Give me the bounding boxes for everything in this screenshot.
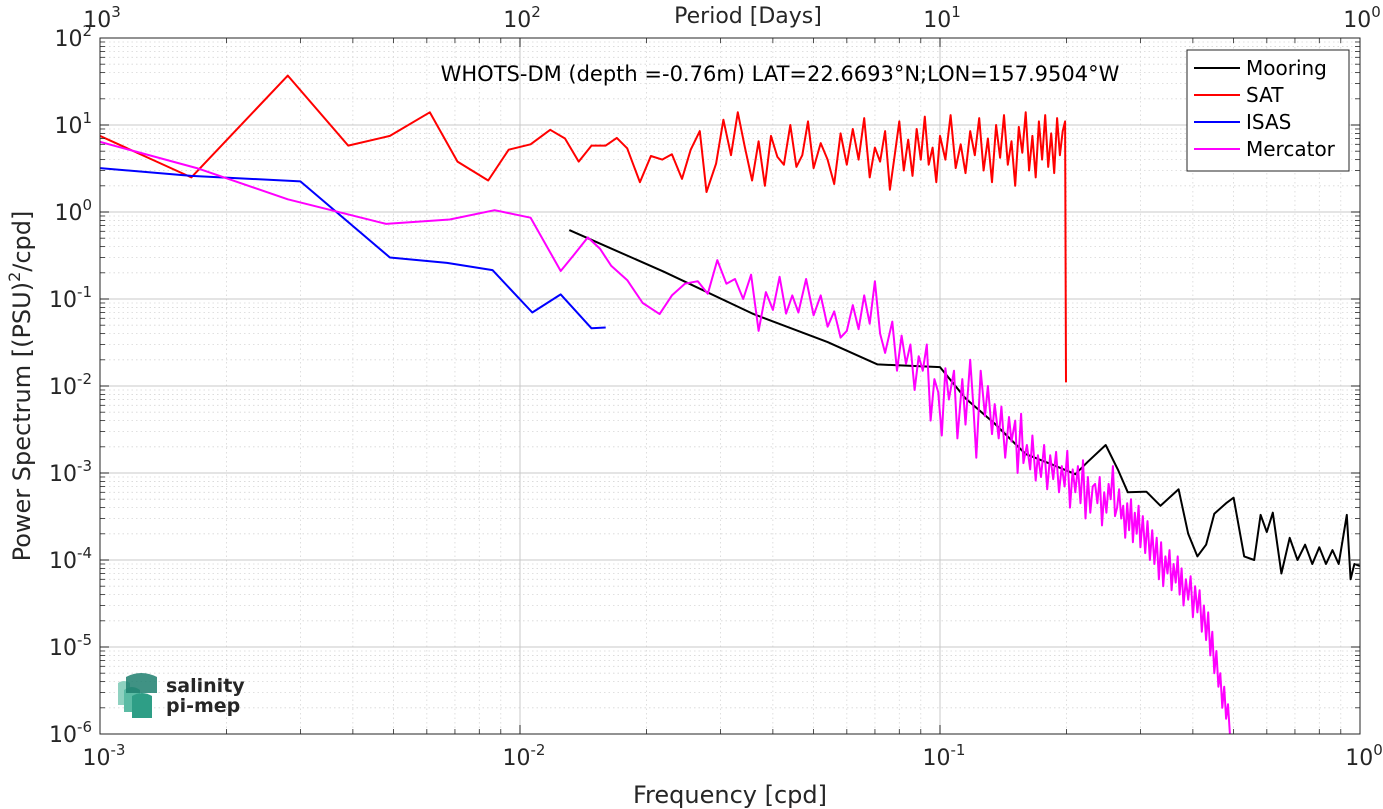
series-line-sat bbox=[100, 74, 1067, 383]
chart-annotation: WHOTS-DM (depth =-0.76m) LAT=22.6693°N;L… bbox=[441, 62, 1120, 86]
y-axis-title-tail: /cpd] bbox=[8, 211, 36, 272]
legend-label-mooring: Mooring bbox=[1246, 56, 1327, 80]
top-axis-title: Period [Days] bbox=[674, 4, 822, 29]
y-tick-label: 10-2 bbox=[49, 370, 92, 400]
y-tick-label: 101 bbox=[54, 109, 92, 139]
y-tick-label: 10-3 bbox=[49, 457, 92, 487]
top-tick-label: 101 bbox=[923, 3, 961, 33]
legend-label-mercator: Mercator bbox=[1246, 137, 1336, 161]
logo-text-line2: pi-mep bbox=[166, 695, 240, 717]
y-tick-label: 10-6 bbox=[49, 718, 92, 748]
x-axis-title: Frequency [cpd] bbox=[633, 781, 827, 809]
series-line-isas bbox=[100, 167, 606, 330]
y-tick-label: 102 bbox=[54, 22, 92, 52]
series-layer bbox=[100, 74, 1360, 734]
legend-label-isas: ISAS bbox=[1246, 110, 1291, 134]
logo-text-line1: salinity bbox=[166, 675, 245, 697]
y-tick-label: 10-4 bbox=[49, 544, 92, 574]
series-line-mercator bbox=[100, 140, 1231, 734]
legend: Mooring SAT ISAS Mercator bbox=[1186, 49, 1350, 172]
legend-label-sat: SAT bbox=[1246, 83, 1284, 107]
y-axis-title-exp: 2 bbox=[5, 272, 24, 282]
salinity-pi-mep-logo: salinity pi-mep bbox=[118, 673, 245, 718]
top-tick-label: 102 bbox=[503, 3, 541, 33]
legend-box bbox=[1186, 49, 1350, 172]
tick-marks bbox=[99, 37, 1361, 735]
x-tick-label: 100 bbox=[1345, 741, 1383, 771]
x-tick-labels: 10-3 10-2 10-1 100 bbox=[83, 741, 1383, 771]
x-tick-label: 10-2 bbox=[503, 741, 546, 771]
y-tick-labels: 10-6 10-5 10-4 10-3 10-2 10-1 100 101 102 bbox=[49, 22, 92, 748]
y-axis-title: Power Spectrum [(PSU)2/cpd] bbox=[5, 211, 36, 562]
logo-icon bbox=[118, 673, 157, 718]
x-tick-label: 10-1 bbox=[923, 741, 966, 771]
y-tick-label: 10-5 bbox=[49, 631, 92, 661]
y-axis-title-main: Power Spectrum [(PSU) bbox=[8, 282, 36, 561]
x-tick-label: 10-3 bbox=[83, 741, 126, 771]
y-tick-label: 10-1 bbox=[49, 283, 92, 313]
top-tick-label: 100 bbox=[1343, 3, 1381, 33]
y-tick-label: 100 bbox=[54, 196, 92, 226]
top-tick-label: 103 bbox=[83, 3, 121, 33]
top-tick-labels: 103 102 101 100 bbox=[83, 3, 1381, 33]
